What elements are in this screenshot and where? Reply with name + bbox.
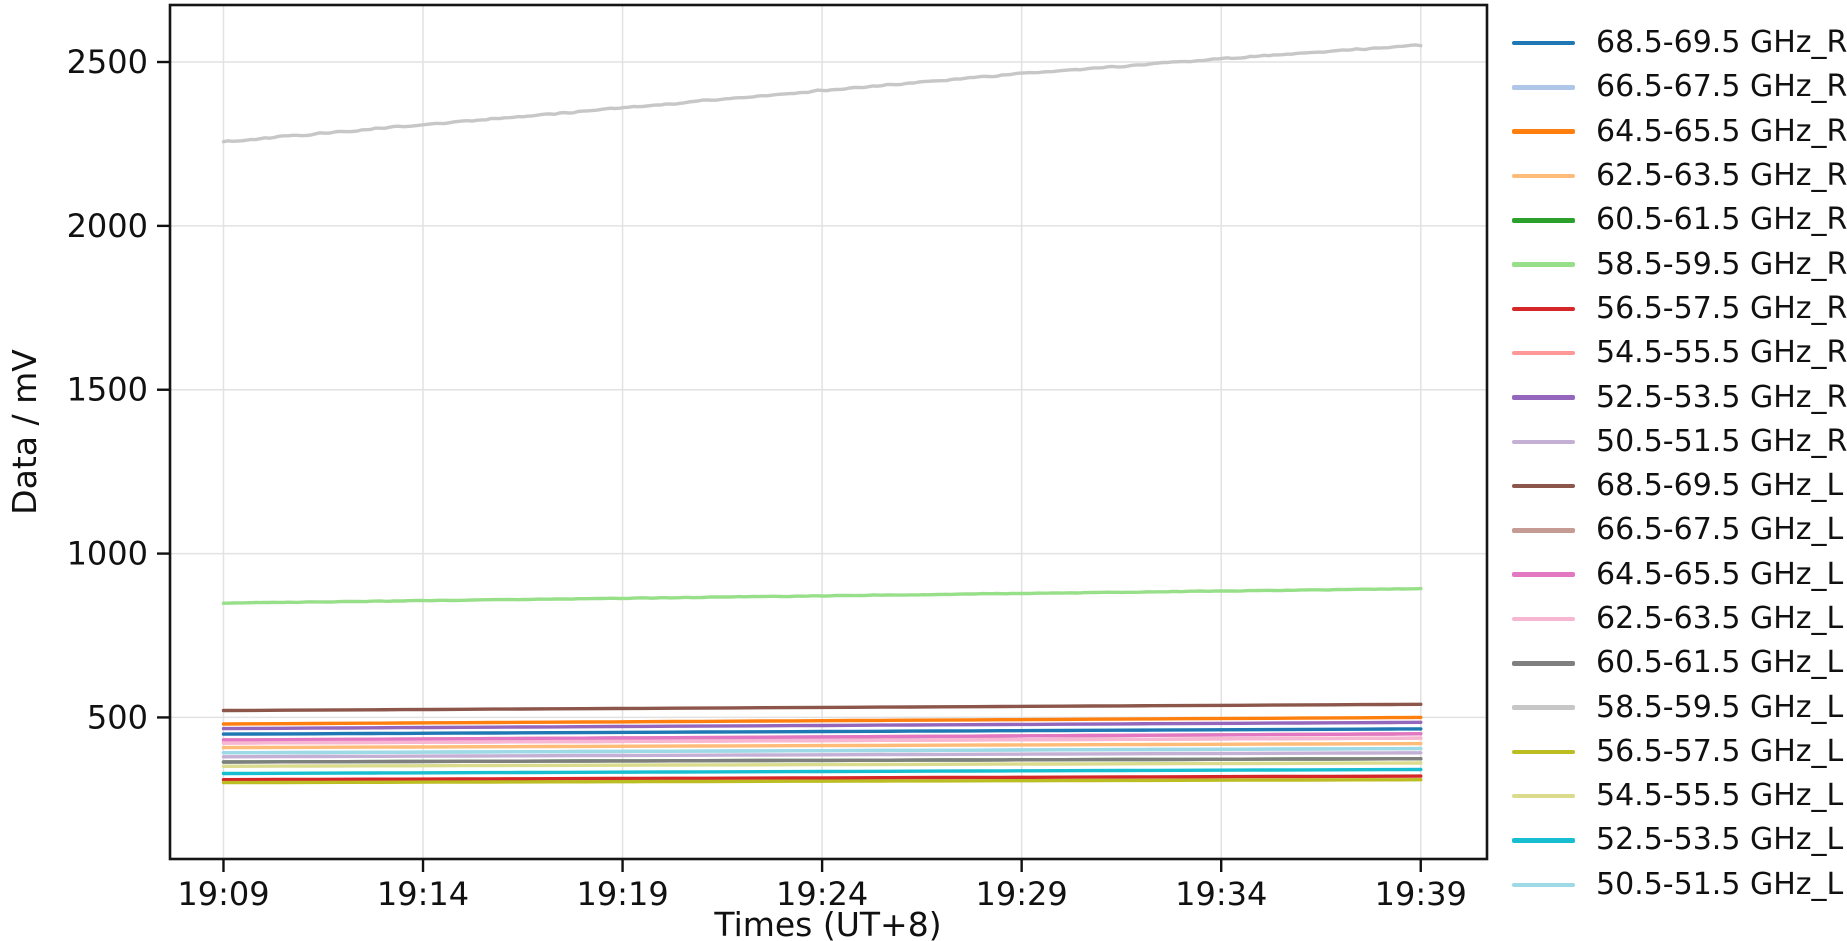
legend-line-swatch — [1512, 483, 1575, 489]
legend-line-swatch — [1512, 838, 1575, 843]
legend-label: 56.5-57.5 GHz_R — [1596, 290, 1847, 326]
legend-item: 68.5-69.5 GHz_L — [1512, 464, 1847, 508]
series-line-58-5-59-5-ghz-r — [221, 586, 1423, 605]
legend-label: 56.5-57.5 GHz_L — [1596, 733, 1844, 769]
y-tick-label: 1000 — [67, 535, 148, 573]
legend-label: 50.5-51.5 GHz_R — [1596, 423, 1847, 459]
legend-label: 66.5-67.5 GHz_R — [1596, 69, 1847, 105]
series-line-52-5-53-5-ghz-l — [221, 767, 1423, 776]
series-line-58-5-59-5-ghz-l — [221, 43, 1423, 144]
x-tick-label: 19:29 — [976, 875, 1068, 913]
legend-label: 52.5-53.5 GHz_L — [1596, 822, 1844, 858]
legend-item: 60.5-61.5 GHz_R — [1512, 198, 1847, 242]
legend-item: 68.5-69.5 GHz_R — [1512, 21, 1847, 65]
legend-label: 66.5-67.5 GHz_L — [1596, 512, 1844, 548]
legend-label: 58.5-59.5 GHz_L — [1596, 689, 1844, 725]
legend-label: 60.5-61.5 GHz_L — [1596, 645, 1844, 681]
legend-label: 68.5-69.5 GHz_L — [1596, 468, 1844, 504]
series-line-56-5-57-5-ghz-l — [221, 778, 1423, 785]
legend-item: 58.5-59.5 GHz_R — [1512, 242, 1847, 286]
series-line-56-5-57-5-ghz-r — [221, 774, 1423, 782]
legend-line-swatch — [1512, 793, 1575, 799]
series-line-62-5-63-5-ghz-l — [221, 736, 1423, 745]
legend-line-swatch — [1512, 306, 1575, 312]
series-line-52-5-53-5-ghz-r — [221, 720, 1423, 731]
legend-line-swatch — [1512, 749, 1575, 755]
legend-line-swatch — [1512, 882, 1575, 888]
y-axis-label: Data / mV — [5, 349, 44, 515]
x-tick-label: 19:09 — [177, 875, 269, 913]
legend-line-swatch — [1512, 616, 1575, 622]
series-line-60-5-61-5-ghz-l — [221, 757, 1423, 764]
legend: 68.5-69.5 GHz_R 66.5-67.5 GHz_R 64.5-65.5 … — [1512, 21, 1847, 907]
series-line-50-5-51-5-ghz-r — [221, 751, 1423, 759]
legend-item: 62.5-63.5 GHz_R — [1512, 154, 1847, 198]
tick-label-layer: 19:09 19:14 19:19 19:24 19:29 19:34 19:39 500 10… — [67, 43, 1467, 913]
legend-item: 56.5-57.5 GHz_L — [1512, 730, 1847, 774]
legend-line-swatch — [1512, 395, 1575, 400]
x-tick-label: 19:14 — [377, 875, 469, 913]
legend-label: 62.5-63.5 GHz_L — [1596, 601, 1844, 636]
legend-label: 62.5-63.5 GHz_R — [1596, 158, 1847, 194]
grid-layer — [170, 5, 1487, 859]
plot-border — [168, 3, 1489, 861]
legend-item: 64.5-65.5 GHz_L — [1512, 553, 1847, 597]
legend-item: 58.5-59.5 GHz_L — [1512, 685, 1847, 729]
legend-label: 54.5-55.5 GHz_R — [1596, 335, 1847, 371]
legend-label: 64.5-65.5 GHz_L — [1596, 556, 1844, 592]
legend-line-swatch — [1512, 129, 1575, 134]
series-line-64-5-65-5-ghz-r — [221, 715, 1423, 726]
y-tick-label: 2000 — [67, 207, 148, 245]
legend-label: 64.5-65.5 GHz_R — [1596, 113, 1847, 149]
series-line-62-5-63-5-ghz-r — [221, 741, 1423, 750]
x-tick-label: 19:34 — [1175, 875, 1267, 913]
legend-line-swatch — [1512, 262, 1575, 267]
legend-line-swatch — [1512, 439, 1575, 445]
legend-item: 62.5-63.5 GHz_L — [1512, 597, 1847, 641]
series-line-68-5-69-5-ghz-r — [221, 727, 1423, 736]
series-line-68-5-69-5-ghz-l — [221, 702, 1423, 713]
x-tick-label: 19:24 — [776, 875, 868, 913]
x-tick-label: 19:19 — [576, 875, 668, 913]
legend-line-swatch — [1512, 350, 1575, 356]
y-tick-label: 1500 — [67, 371, 148, 409]
legend-label: 50.5-51.5 GHz_L — [1596, 866, 1844, 902]
legend-item: 54.5-55.5 GHz_R — [1512, 331, 1847, 375]
x-tick-label: 19:39 — [1375, 875, 1467, 913]
series-line-50-5-51-5-ghz-l — [221, 746, 1423, 755]
legend-line-swatch — [1512, 85, 1575, 90]
legend-item: 56.5-57.5 GHz_R — [1512, 287, 1847, 331]
legend-item: 50.5-51.5 GHz_R — [1512, 420, 1847, 464]
legend-item: 64.5-65.5 GHz_R — [1512, 110, 1847, 154]
legend-line-swatch — [1512, 661, 1575, 666]
series-line-64-5-65-5-ghz-l — [221, 732, 1423, 742]
y-tick-label: 2500 — [67, 43, 148, 81]
legend-item: 66.5-67.5 GHz_R — [1512, 65, 1847, 109]
series-line-54-5-55-5-ghz-l — [221, 761, 1423, 768]
legend-label: 60.5-61.5 GHz_R — [1596, 202, 1847, 238]
tick-layer — [157, 60, 1422, 872]
legend-item: 52.5-53.5 GHz_L — [1512, 818, 1847, 862]
legend-item: 66.5-67.5 GHz_L — [1512, 508, 1847, 552]
legend-item: 60.5-61.5 GHz_L — [1512, 641, 1847, 685]
legend-line-swatch — [1512, 572, 1575, 577]
legend-label: 68.5-69.5 GHz_R — [1596, 25, 1847, 61]
x-axis-label: Times (UT+8) — [713, 905, 941, 941]
legend-line-swatch — [1512, 528, 1575, 533]
legend-line-swatch — [1512, 40, 1575, 46]
series-layer — [221, 43, 1423, 785]
legend-line-swatch — [1512, 173, 1575, 179]
y-tick-label: 500 — [87, 698, 148, 736]
legend-line-swatch — [1512, 218, 1575, 223]
legend-item: 54.5-55.5 GHz_L — [1512, 774, 1847, 818]
legend-label: 58.5-59.5 GHz_R — [1596, 246, 1847, 282]
legend-label: 52.5-53.5 GHz_R — [1596, 379, 1847, 415]
legend-item: 52.5-53.5 GHz_R — [1512, 375, 1847, 419]
legend-item: 50.5-51.5 GHz_L — [1512, 863, 1847, 907]
legend-line-swatch — [1512, 705, 1575, 710]
legend-label: 54.5-55.5 GHz_L — [1596, 778, 1844, 814]
